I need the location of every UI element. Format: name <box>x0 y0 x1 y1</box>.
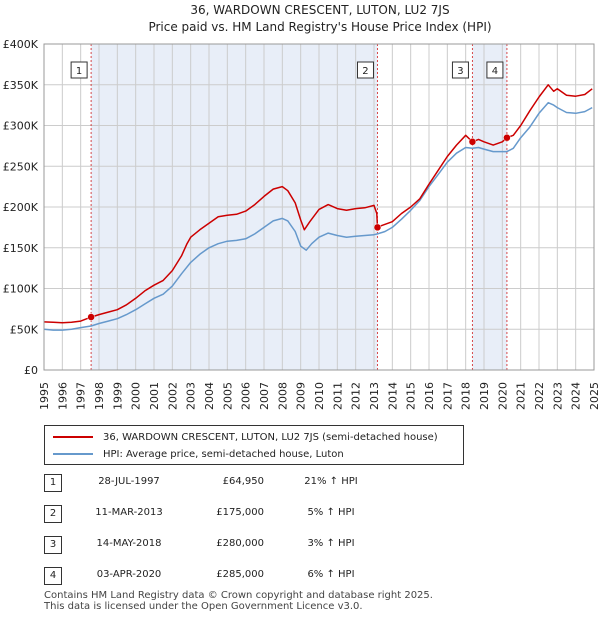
x-tick-label: 2004 <box>203 382 216 410</box>
row-marker: 3 <box>44 536 62 554</box>
row-marker: 4 <box>44 567 62 585</box>
table-row: 2 11-MAR-2013 £175,000 5% ↑ HPI <box>44 505 444 523</box>
y-tick-label: £350K <box>3 79 39 92</box>
x-tick-label: 1999 <box>111 382 124 410</box>
x-tick-label: 2013 <box>368 382 381 410</box>
x-tick-label: 2020 <box>496 382 509 410</box>
row-hpi: 5% ↑ HPI <box>307 507 355 518</box>
y-tick-label: £300K <box>3 120 39 133</box>
sale-point-2 <box>373 223 382 232</box>
x-tick-label: 2021 <box>515 382 528 410</box>
row-price: £280,000 <box>216 538 264 549</box>
sale-point-3 <box>468 138 477 146</box>
x-tick-label: 1998 <box>93 382 106 410</box>
legend-item-property: 36, WARDOWN CRESCENT, LUTON, LU2 7JS (se… <box>53 429 438 445</box>
sale-marker-label-4: 4 <box>492 66 498 77</box>
sale-marker-label-3: 3 <box>457 66 463 77</box>
sale-marker-box-3 <box>451 61 469 79</box>
x-tick-label: 2024 <box>570 382 583 410</box>
x-tick-label: 2006 <box>240 382 253 410</box>
legend-swatch-hpi <box>53 453 93 455</box>
sale-marker-box-1 <box>70 61 88 79</box>
footer: Contains HM Land Registry data © Crown c… <box>44 590 433 612</box>
table-row: 3 14-MAY-2018 £280,000 3% ↑ HPI <box>44 536 444 554</box>
x-tick-label: 2014 <box>386 382 399 410</box>
row-date: 14-MAY-2018 <box>96 538 162 549</box>
x-tick-label: 2012 <box>350 382 363 410</box>
legend: 36, WARDOWN CRESCENT, LUTON, LU2 7JS (se… <box>44 425 464 465</box>
x-tick-label: 2017 <box>441 382 454 410</box>
y-tick-label: £100K <box>3 283 39 296</box>
row-marker: 2 <box>44 505 62 523</box>
chart-title: 36, WARDOWN CRESCENT, LUTON, LU2 7JS <box>190 3 449 17</box>
sale-marker-label-2: 2 <box>362 66 368 77</box>
plot-frame <box>43 43 595 371</box>
y-tick-label: £400K <box>3 38 39 51</box>
table-row: 4 03-APR-2020 £285,000 6% ↑ HPI <box>44 567 444 585</box>
legend-item-hpi: HPI: Average price, semi-detached house,… <box>53 446 344 462</box>
y-tick-label: £200K <box>3 201 39 214</box>
y-tick-label: £50K <box>10 323 39 336</box>
row-date: 03-APR-2020 <box>96 569 162 580</box>
sale-marker-label-1: 1 <box>76 66 82 77</box>
y-tick-label: £0 <box>24 364 38 377</box>
x-tick-label: 2001 <box>148 382 161 410</box>
x-tick-label: 2018 <box>460 382 473 410</box>
hpi-line <box>43 101 593 331</box>
table-row: 1 28-JUL-1997 £64,950 21% ↑ HPI <box>44 474 444 492</box>
row-price: £175,000 <box>216 507 264 518</box>
chart: 36, WARDOWN CRESCENT, LUTON, LU2 7JS Pri… <box>3 3 600 410</box>
row-date: 11-MAR-2013 <box>95 507 163 518</box>
x-tick-label: 2025 <box>588 382 600 410</box>
sale-marker-box-2 <box>356 61 374 79</box>
x-tick-label: 2011 <box>331 382 344 410</box>
x-tick-label: 2023 <box>551 382 564 410</box>
row-price: £64,950 <box>222 476 264 487</box>
legend-label-hpi: HPI: Average price, semi-detached house,… <box>103 448 344 460</box>
x-tick-label: 2015 <box>405 382 418 410</box>
row-date: 28-JUL-1997 <box>98 476 160 487</box>
footer-line-2: This data is licensed under the Open Gov… <box>44 601 363 612</box>
x-tick-label: 1995 <box>38 382 51 410</box>
footer-line-1: Contains HM Land Registry data © Crown c… <box>44 590 433 601</box>
x-tick-label: 2010 <box>313 382 326 410</box>
x-tick-label: 2002 <box>166 382 179 410</box>
legend-label-property: 36, WARDOWN CRESCENT, LUTON, LU2 7JS (se… <box>103 431 438 443</box>
row-price: £285,000 <box>216 569 264 580</box>
x-tick-label: 2009 <box>295 382 308 410</box>
row-hpi: 6% ↑ HPI <box>307 569 355 580</box>
x-tick-label: 2005 <box>221 382 234 410</box>
sale-point-1 <box>87 313 95 321</box>
x-tick-label: 2000 <box>130 382 143 410</box>
row-marker: 1 <box>44 474 62 492</box>
x-tick-label: 2019 <box>478 382 491 410</box>
row-hpi: 3% ↑ HPI <box>307 538 355 549</box>
x-tick-label: 2003 <box>185 382 198 410</box>
row-hpi: 21% ↑ HPI <box>304 476 358 487</box>
sale-marker-box-4 <box>486 61 504 79</box>
legend-swatch-property <box>53 436 93 438</box>
x-tick-label: 1996 <box>56 382 69 410</box>
x-tick-label: 2007 <box>258 382 271 410</box>
x-tick-label: 2022 <box>533 382 546 410</box>
x-tick-label: 2008 <box>276 382 289 410</box>
y-tick-label: £150K <box>3 242 39 255</box>
x-tick-label: 2016 <box>423 382 436 410</box>
chart-subtitle: Price paid vs. HM Land Registry's House … <box>148 20 491 34</box>
sale-point-4 <box>503 133 511 142</box>
y-tick-label: £250K <box>3 160 39 173</box>
x-tick-label: 1997 <box>75 382 88 410</box>
